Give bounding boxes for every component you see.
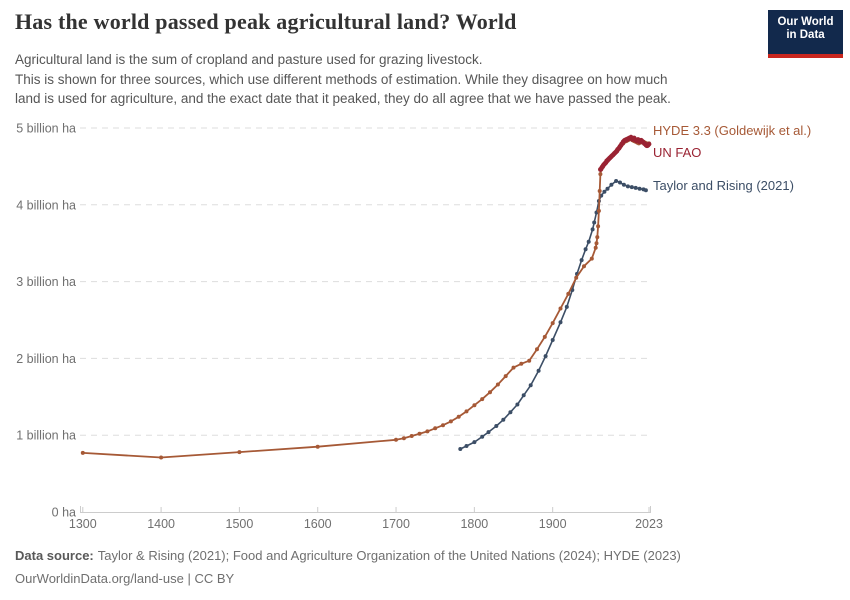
svg-text:3 billion ha: 3 billion ha — [16, 275, 76, 289]
svg-text:1 billion ha: 1 billion ha — [16, 429, 76, 443]
svg-text:2023: 2023 — [635, 517, 663, 531]
data-source-text: Taylor & Rising (2021); Food and Agricul… — [97, 548, 681, 563]
svg-text:1900: 1900 — [539, 517, 567, 531]
svg-text:0 ha: 0 ha — [52, 506, 76, 520]
owid-logo-line2: in Data — [786, 29, 825, 41]
license-separator: | — [183, 571, 195, 586]
data-source-line: Data source: Taylor & Rising (2021); Food… — [15, 545, 681, 567]
svg-text:1500: 1500 — [226, 517, 254, 531]
svg-text:2 billion ha: 2 billion ha — [16, 352, 76, 366]
series-label-un-fao: UN FAO — [653, 145, 702, 160]
subtitle-line-2: This is shown for three sources, which u… — [15, 71, 668, 87]
svg-text:1800: 1800 — [460, 517, 488, 531]
license-link[interactable]: CC BY — [194, 571, 235, 586]
series-label-taylor-rising: Taylor and Rising (2021) — [653, 178, 794, 193]
chart-subtitle: Agricultural land is the sum of cropland… — [15, 50, 671, 109]
svg-text:1300: 1300 — [69, 517, 97, 531]
svg-text:1400: 1400 — [147, 517, 175, 531]
subtitle-line-3: land is used for agriculture, and the ex… — [15, 91, 671, 106]
series-label-hyde: HYDE 3.3 (Goldewijk et al.) — [653, 123, 812, 138]
data-source-label: Data source: — [15, 548, 94, 563]
license-line: OurWorldinData.org/land-use | CC BY — [15, 568, 681, 590]
owid-logo[interactable]: Our World in Data — [768, 10, 843, 58]
chart-footer: Data source: Taylor & Rising (2021); Food… — [15, 545, 681, 590]
owid-logo-line1: Our World — [777, 16, 834, 28]
subtitle-line-1: Agricultural land is the sum of cropland… — [15, 52, 483, 67]
svg-text:1700: 1700 — [382, 517, 410, 531]
svg-text:5 billion ha: 5 billion ha — [16, 122, 76, 136]
svg-text:4 billion ha: 4 billion ha — [16, 198, 76, 212]
svg-text:1600: 1600 — [304, 517, 332, 531]
owid-url-link[interactable]: OurWorldinData.org/land-use — [15, 571, 184, 586]
page-title: Has the world passed peak agricultural l… — [15, 9, 517, 34]
